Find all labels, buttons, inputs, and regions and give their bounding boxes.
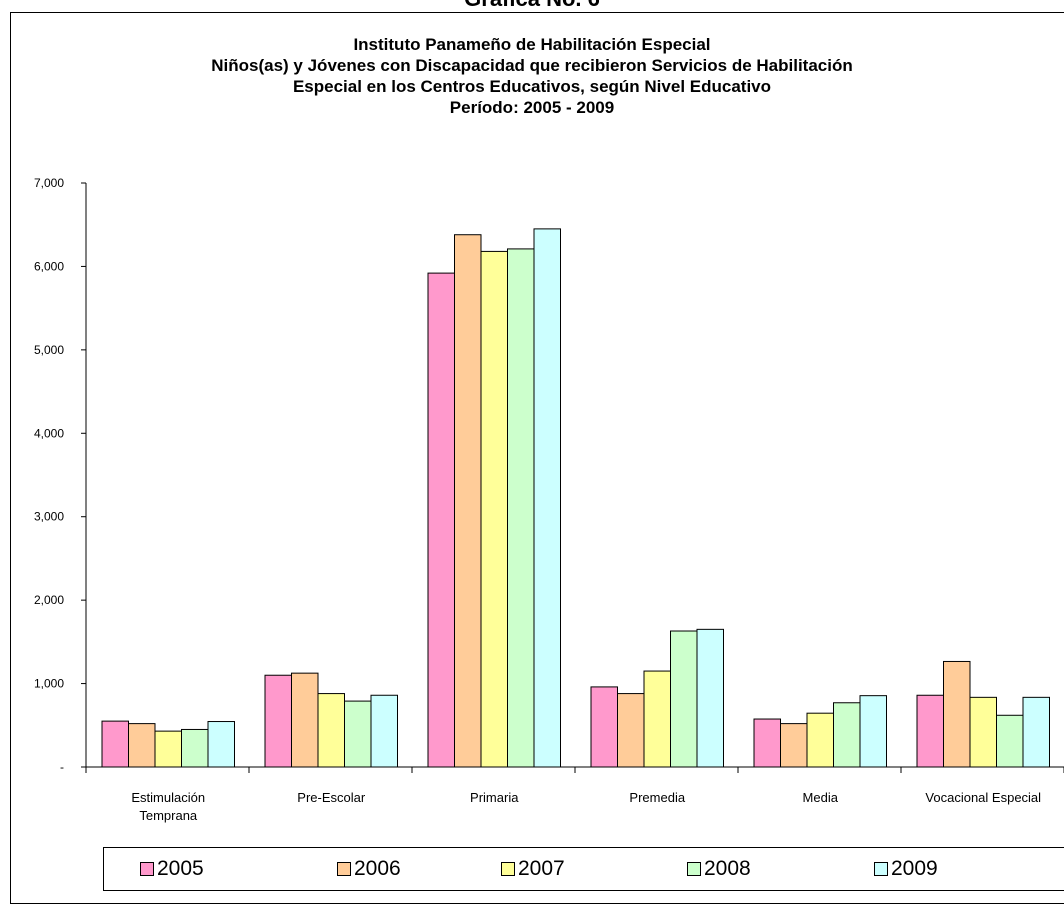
legend-swatch-2005 [140, 862, 154, 876]
bar-2006 [128, 723, 156, 768]
y-tick-label: 1,000 [34, 677, 64, 691]
bar-2007 [317, 693, 345, 768]
bar-2007 [154, 730, 182, 768]
bar-2008 [344, 700, 372, 768]
x-tick-label: Temprana [139, 808, 198, 823]
legend-item-2005: 2005 [140, 857, 204, 881]
legend-label: 2006 [354, 857, 401, 880]
bar-2006 [943, 660, 971, 768]
x-tick-label: Primaria [470, 790, 519, 805]
y-tick-label: 5,000 [34, 343, 64, 357]
chart-title-line-2: Niños(as) y Jóvenes con Discapacidad que… [211, 56, 853, 75]
legend: 2005 2006 2007 2008 2009 [103, 847, 1064, 891]
legend-label: 2007 [518, 857, 565, 880]
x-tick-label: Premedia [629, 790, 685, 805]
bar-2006 [454, 234, 482, 768]
y-tick-label: 3,000 [34, 510, 64, 524]
bar-2005 [916, 694, 944, 768]
legend-item-2006: 2006 [337, 857, 401, 881]
bar-2009 [370, 694, 398, 768]
legend-item-2007: 2007 [501, 857, 565, 881]
x-tick-label: Estimulación [131, 790, 205, 805]
bar-2006 [291, 672, 319, 768]
bar-2007 [643, 670, 671, 768]
legend-label: 2008 [704, 857, 751, 880]
bar-2009 [696, 628, 724, 768]
bar-2008 [996, 714, 1024, 768]
bar-2005 [264, 674, 292, 768]
bar-2005 [590, 686, 618, 768]
bar-2009 [207, 721, 235, 768]
bar-2005 [753, 718, 781, 768]
bar-2008 [181, 728, 209, 768]
x-tick-label: Vocacional Especial [925, 790, 1041, 805]
legend-item-2008: 2008 [687, 857, 751, 881]
bar-2007 [480, 250, 508, 768]
bar-2006 [617, 693, 645, 768]
legend-swatch-2009 [874, 862, 888, 876]
x-tick-label: Media [803, 790, 839, 805]
legend-swatch-2007 [501, 862, 515, 876]
legend-item-2009: 2009 [874, 857, 938, 881]
legend-label: 2009 [891, 857, 938, 880]
chart-title-line-3: Especial en los Centros Educativos, segú… [292, 77, 772, 96]
bar-2009 [1022, 696, 1050, 768]
bar-2005 [101, 720, 129, 768]
x-tick-label: Pre-Escolar [297, 790, 366, 805]
bar-2008 [670, 630, 698, 768]
y-tick-label: 6,000 [34, 259, 64, 273]
bar-2008 [507, 248, 535, 768]
bar-2007 [806, 712, 834, 768]
bar-2009 [533, 228, 561, 768]
bar-2009 [859, 695, 887, 768]
chart-title-line-1: Instituto Panameño de Habilitación Espec… [353, 35, 711, 54]
page-title: Grafica No. 6 [0, 0, 1064, 12]
bar-2005 [427, 272, 455, 768]
y-tick-label: 4,000 [34, 426, 64, 440]
bar-2006 [780, 723, 808, 768]
chart-title-line-4: Período: 2005 - 2009 [449, 98, 615, 117]
legend-label: 2005 [157, 857, 204, 880]
y-tick-label: 7,000 [34, 176, 64, 190]
chart-title: Instituto Panameño de Habilitación Espec… [0, 34, 1064, 118]
y-tick-label: - [60, 760, 64, 774]
bar-2007 [969, 696, 997, 768]
legend-swatch-2008 [687, 862, 701, 876]
bar-2008 [833, 702, 861, 768]
y-tick-label: 2,000 [34, 593, 64, 607]
legend-swatch-2006 [337, 862, 351, 876]
